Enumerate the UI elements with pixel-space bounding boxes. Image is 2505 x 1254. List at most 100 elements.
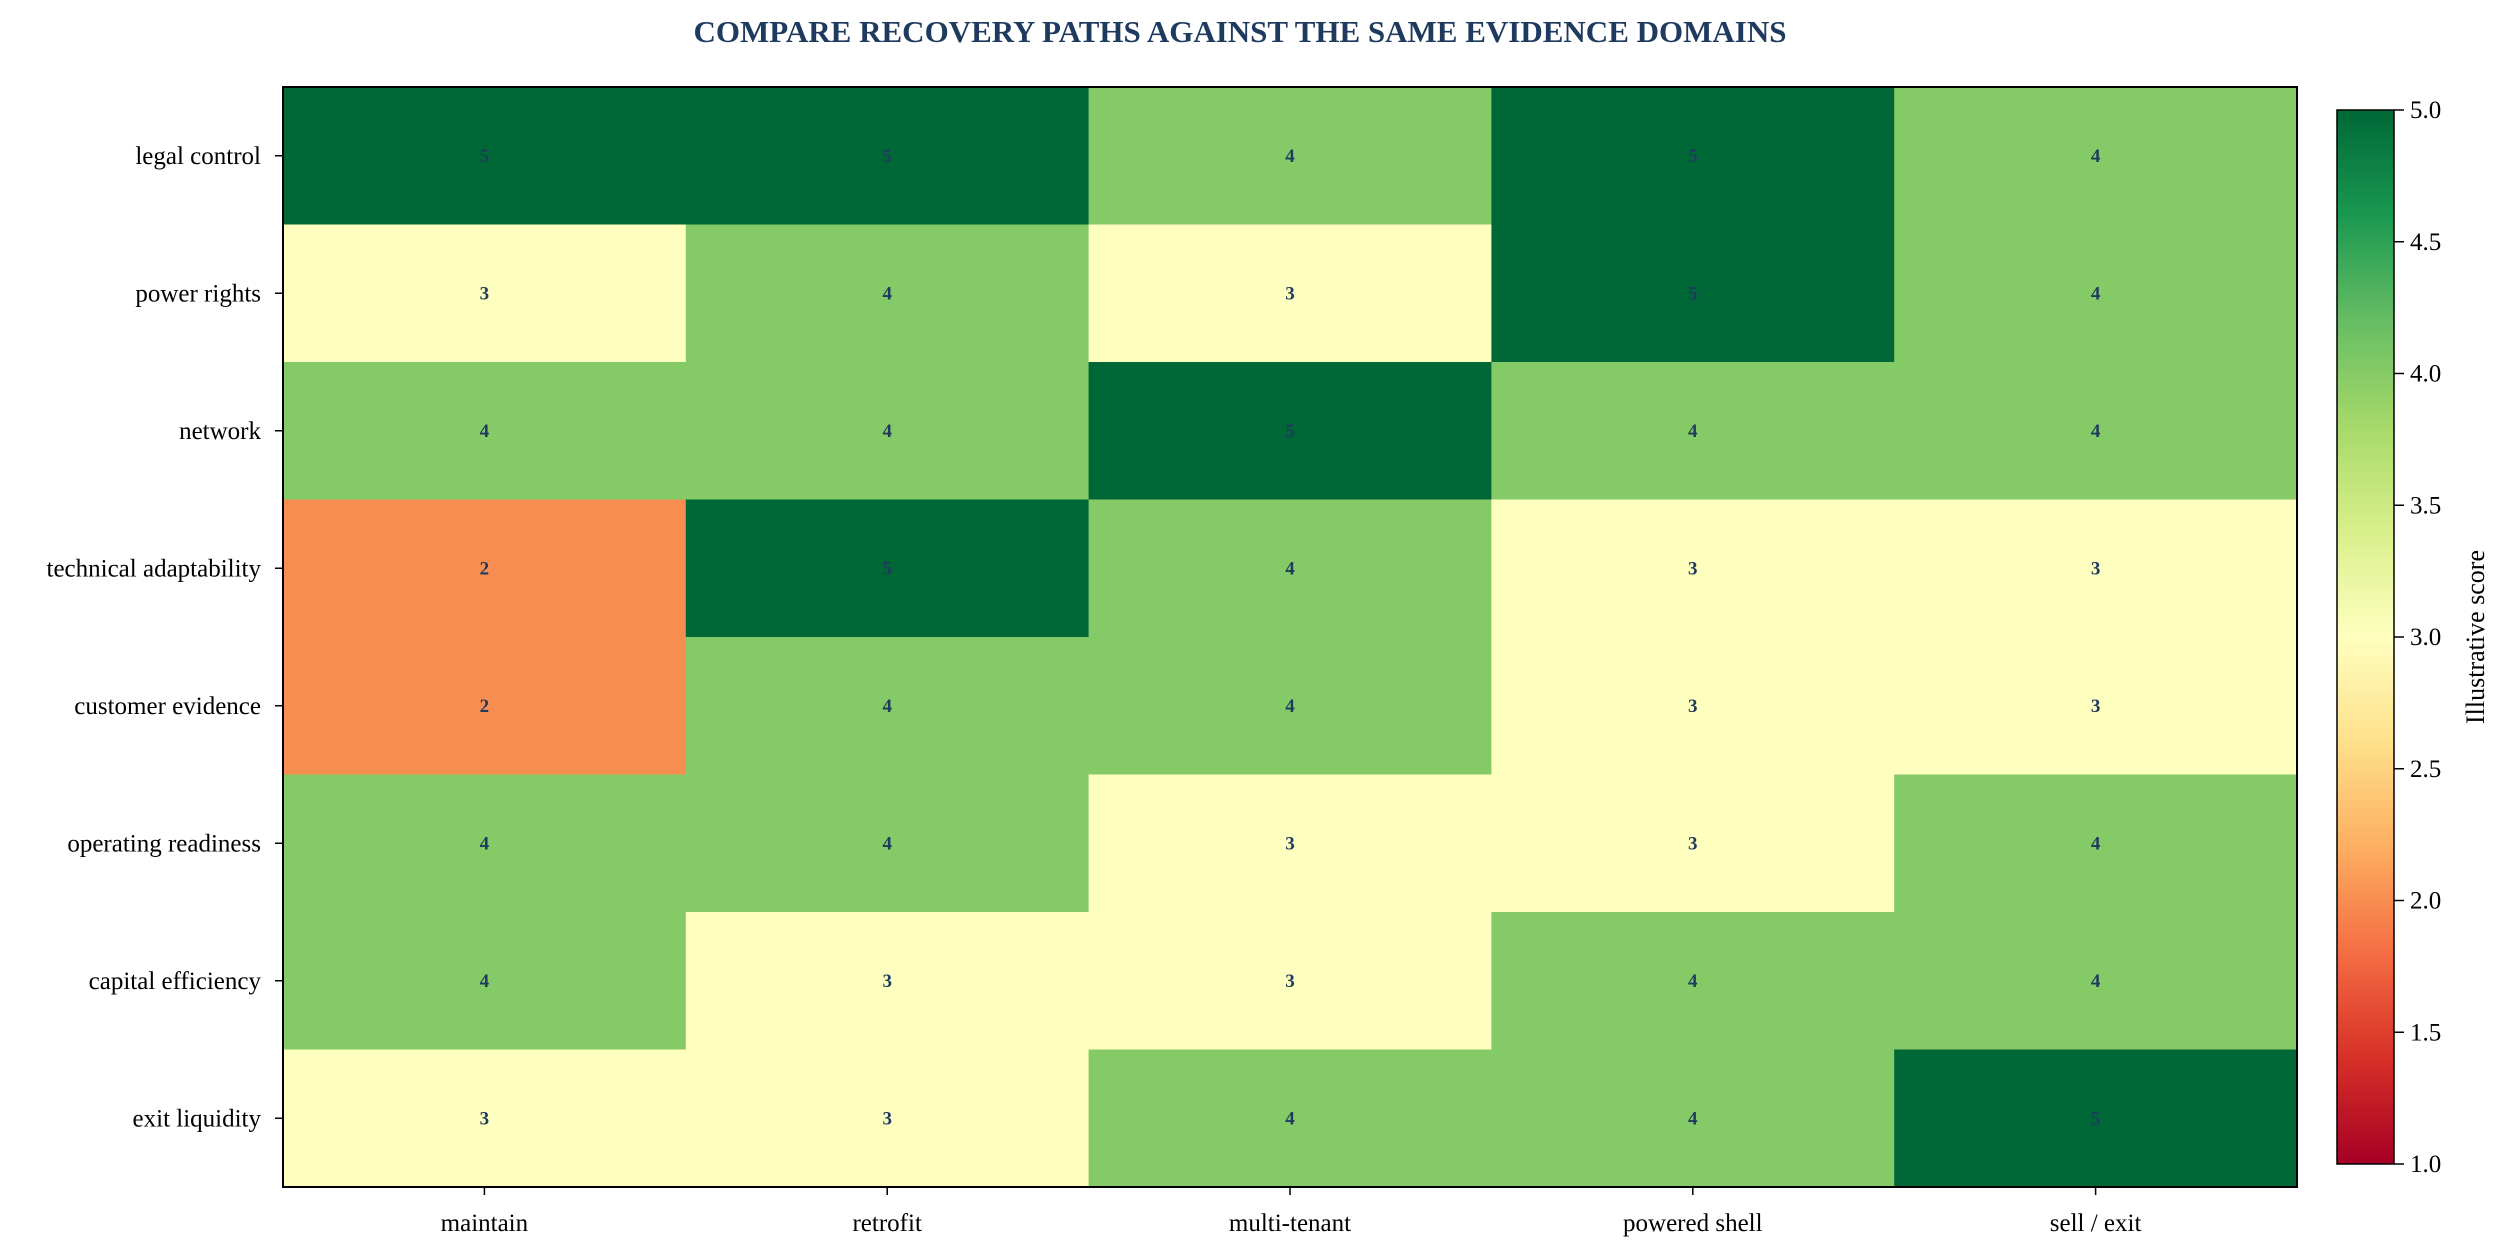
cell-value-label: 4 — [882, 421, 892, 442]
cell-value-label: 3 — [2091, 558, 2101, 579]
cell-value-label: 3 — [2091, 696, 2101, 717]
cell-value-label: 4 — [2091, 833, 2101, 854]
cell-value-label: 4 — [1285, 146, 1295, 167]
row-tick-label: exit liquidity — [133, 1105, 262, 1132]
heatmap-cell — [283, 912, 687, 1050]
heatmap-cell — [685, 499, 1090, 638]
heatmap-cell — [283, 1049, 687, 1188]
colorbar-ticks: 1.0 1.5 2.0 2.5 3.0 3.5 4.0 4.5 5.0 — [2394, 97, 2441, 1178]
cell-value-label: 4 — [882, 833, 892, 854]
cell-value-label: 4 — [1688, 421, 1698, 442]
cell-value-label: 4 — [882, 283, 892, 304]
row-tick-label: power rights — [135, 280, 261, 307]
colorbar-tick-label: 4.5 — [2410, 229, 2441, 256]
cell-value-label: 4 — [2091, 971, 2101, 992]
column-tick-label: maintain — [441, 1210, 529, 1237]
cell-value-label: 3 — [882, 971, 892, 992]
heatmap-cell — [1088, 87, 1492, 225]
row-tick-label: technical adaptability — [47, 555, 262, 582]
heatmap-cell — [1491, 912, 1895, 1050]
heatmap-cell — [1491, 499, 1895, 638]
heatmap-cell — [685, 774, 1090, 913]
heatmap-cell — [1894, 637, 2298, 775]
colorbar-tick-label: 2.0 — [2410, 888, 2441, 915]
heatmap-cell — [1491, 637, 1895, 775]
cell-value-label: 4 — [480, 833, 490, 854]
heatmap-cell — [283, 774, 687, 913]
heatmap-cell — [1491, 224, 1895, 363]
cell-value-label: 3 — [1688, 833, 1698, 854]
heatmap-cell — [1894, 499, 2298, 638]
cell-value-label: 4 — [1688, 1108, 1698, 1129]
heatmap-cell — [1088, 774, 1492, 913]
cell-value-label: 4 — [1285, 558, 1295, 579]
heatmap-cell — [685, 224, 1090, 363]
colorbar-tick-label: 4.0 — [2410, 361, 2441, 388]
cell-value-label: 3 — [1688, 696, 1698, 717]
heatmap-cell — [1491, 87, 1895, 225]
cell-value-label: 4 — [480, 971, 490, 992]
column-tick-label: retrofit — [852, 1210, 921, 1237]
column-tick-label: sell / exit — [2050, 1210, 2142, 1237]
colorbar: 1.0 1.5 2.0 2.5 3.0 3.5 4.0 4.5 5.0 Illustrative… — [2336, 97, 2490, 1178]
colorbar-label: Illustrative score — [2461, 550, 2490, 724]
colorbar-tick-label: 2.5 — [2410, 756, 2441, 783]
cell-value-label: 4 — [1285, 696, 1295, 717]
heatmap-cell — [1088, 362, 1492, 500]
cell-value-label: 5 — [882, 558, 892, 579]
colorbar-tick-label: 3.0 — [2410, 624, 2441, 651]
heatmap-cell — [1088, 1049, 1492, 1188]
row-tick-label: network — [179, 418, 261, 445]
cell-value-label: 3 — [1285, 833, 1295, 854]
heatmap-cell-labels: 5 5 4 5 4 3 4 3 5 4 4 4 5 4 4 2 5 4 3 3 2 4 4 3 3 4 4 3 3 4 4 3 3 4 4 3 3 4 4 5 — [480, 146, 2101, 1130]
colorbar-tick-label: 1.5 — [2410, 1019, 2441, 1046]
cell-value-label: 5 — [2091, 1108, 2101, 1129]
chart-title: COMPARE RECOVERY PATHS AGAINST THE SAME … — [694, 14, 1787, 49]
cell-value-label: 3 — [1688, 558, 1698, 579]
heatmap-cell — [1088, 224, 1492, 363]
cell-value-label: 4 — [882, 696, 892, 717]
heatmap-cell — [1894, 1049, 2298, 1188]
column-tick-labels: maintain retrofit multi-tenant powered shel… — [441, 1187, 2142, 1237]
heatmap-cell — [1088, 912, 1492, 1050]
heatmap-cell — [283, 362, 687, 500]
cell-value-label: 3 — [1285, 283, 1295, 304]
cell-value-label: 4 — [2091, 283, 2101, 304]
cell-value-label: 3 — [480, 1108, 490, 1129]
heatmap-cells — [283, 87, 2298, 1188]
heatmap-cell — [1894, 912, 2298, 1050]
row-tick-label: capital efficiency — [89, 968, 262, 995]
cell-value-label: 5 — [480, 146, 490, 167]
cell-value-label: 5 — [1688, 283, 1698, 304]
cell-value-label: 4 — [480, 421, 490, 442]
cell-value-label: 4 — [2091, 146, 2101, 167]
cell-value-label: 5 — [882, 146, 892, 167]
row-tick-labels: legal control power rights network technica… — [47, 143, 283, 1132]
cell-value-label: 2 — [480, 696, 490, 717]
heatmap-cell — [1491, 362, 1895, 500]
colorbar-gradient — [2336, 109, 2395, 1165]
heatmap-cell — [283, 637, 687, 775]
heatmap-cell — [1491, 1049, 1895, 1188]
cell-value-label: 4 — [1688, 971, 1698, 992]
row-tick-label: customer evidence — [74, 693, 261, 720]
heatmap-cell — [685, 912, 1090, 1050]
heatmap-cell — [1894, 87, 2298, 225]
heatmap-cell — [685, 87, 1090, 225]
cell-value-label: 5 — [1285, 421, 1295, 442]
cell-value-label: 3 — [882, 1108, 892, 1129]
heatmap-cell — [1088, 637, 1492, 775]
heatmap-cell — [1894, 224, 2298, 363]
cell-value-label: 2 — [480, 558, 490, 579]
heatmap-cell — [1894, 362, 2298, 500]
heatmap-cell — [685, 362, 1090, 500]
heatmap-cell — [1491, 774, 1895, 913]
row-tick-label: legal control — [135, 143, 261, 170]
heatmap-cell — [1894, 774, 2298, 913]
heatmap-cell — [283, 87, 687, 225]
colorbar-tick-label: 5.0 — [2410, 97, 2441, 124]
heatmap-cell — [283, 224, 687, 363]
cell-value-label: 3 — [480, 283, 490, 304]
cell-value-label: 5 — [1688, 146, 1698, 167]
